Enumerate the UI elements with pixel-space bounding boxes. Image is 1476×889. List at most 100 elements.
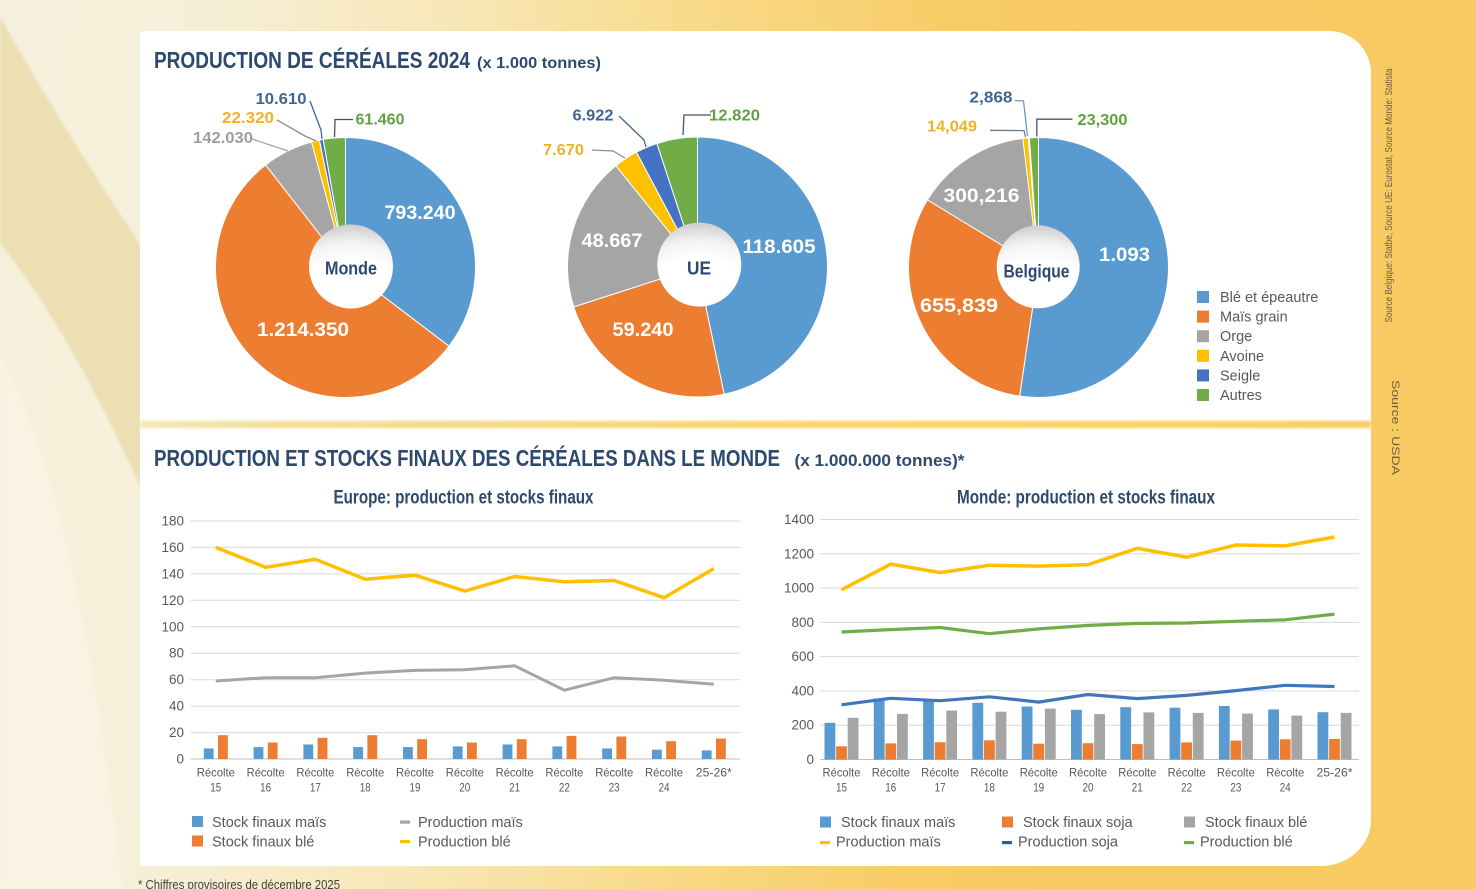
svg-text:Récolte: Récolte <box>296 766 334 780</box>
svg-text:6.922: 6.922 <box>573 108 614 125</box>
svg-text:18: 18 <box>360 781 371 795</box>
svg-text:20: 20 <box>169 725 184 740</box>
svg-text:Belgique: Belgique <box>1004 261 1070 282</box>
svg-text:UE: UE <box>687 258 711 279</box>
svg-text:16: 16 <box>260 781 271 795</box>
svg-text:Récolte: Récolte <box>1217 766 1255 780</box>
svg-text:Avoine: Avoine <box>1220 349 1264 365</box>
svg-text:80: 80 <box>169 646 184 661</box>
svg-text:118.605: 118.605 <box>743 236 816 258</box>
svg-text:7.670: 7.670 <box>543 142 584 159</box>
svg-text:400: 400 <box>791 683 814 698</box>
svg-text:25-26*: 25-26* <box>696 766 732 780</box>
svg-text:Source : USDA: Source : USDA <box>1389 380 1401 476</box>
svg-text:12.820: 12.820 <box>709 108 760 125</box>
svg-text:15: 15 <box>210 781 221 795</box>
svg-text:180: 180 <box>161 514 184 529</box>
svg-text:142.030: 142.030 <box>193 130 253 147</box>
svg-text:1.093: 1.093 <box>1099 244 1150 266</box>
svg-text:Stock finaux soja: Stock finaux soja <box>1023 815 1134 831</box>
svg-text:Blé et épeautre: Blé et épeautre <box>1220 290 1318 306</box>
svg-text:20: 20 <box>459 781 470 795</box>
svg-text:40: 40 <box>169 699 184 714</box>
svg-text:Récolte: Récolte <box>921 766 959 780</box>
svg-text:Récolte: Récolte <box>1020 766 1058 780</box>
svg-text:200: 200 <box>791 718 814 733</box>
svg-text:160: 160 <box>161 540 184 555</box>
svg-text:Récolte: Récolte <box>1069 766 1107 780</box>
svg-text:* Chiffres provisoires de déce: * Chiffres provisoires de décembre 2025 <box>138 877 340 889</box>
svg-text:Récolte: Récolte <box>396 766 434 780</box>
svg-text:Europe: production et stocks f: Europe: production et stocks finaux <box>334 487 594 509</box>
svg-text:19: 19 <box>410 781 421 795</box>
svg-text:600: 600 <box>791 649 814 664</box>
svg-text:Stock finaux maïs: Stock finaux maïs <box>841 815 955 831</box>
svg-text:Production maïs: Production maïs <box>418 815 523 831</box>
svg-text:PRODUCTION DE CÉRÉALES 2024: PRODUCTION DE CÉRÉALES 2024 <box>154 46 470 73</box>
svg-text:1200: 1200 <box>784 546 814 561</box>
svg-text:21: 21 <box>509 781 520 795</box>
svg-text:59.240: 59.240 <box>613 319 674 341</box>
svg-text:1000: 1000 <box>784 581 814 596</box>
svg-text:2,868: 2,868 <box>970 90 1013 107</box>
svg-text:Orge: Orge <box>1220 329 1252 345</box>
svg-text:800: 800 <box>791 615 814 630</box>
svg-text:Récolte: Récolte <box>1118 766 1156 780</box>
svg-text:17: 17 <box>310 781 321 795</box>
svg-text:Récolte: Récolte <box>197 766 235 780</box>
svg-text:61.460: 61.460 <box>356 112 405 129</box>
svg-text:18: 18 <box>984 781 995 795</box>
svg-text:48.667: 48.667 <box>582 230 643 252</box>
svg-text:Stock finaux maïs: Stock finaux maïs <box>212 815 326 831</box>
svg-text:Production soja: Production soja <box>1018 835 1119 851</box>
svg-text:23: 23 <box>1230 781 1241 795</box>
svg-text:16: 16 <box>885 781 896 795</box>
svg-text:22.320: 22.320 <box>222 110 274 127</box>
svg-text:22: 22 <box>559 781 570 795</box>
svg-text:60: 60 <box>169 672 184 687</box>
svg-text:Récolte: Récolte <box>970 766 1008 780</box>
svg-text:1400: 1400 <box>784 512 814 527</box>
svg-text:793.240: 793.240 <box>385 202 456 224</box>
svg-text:Production blé: Production blé <box>418 835 511 851</box>
svg-text:Récolte: Récolte <box>823 766 861 780</box>
svg-text:0: 0 <box>176 752 184 767</box>
svg-text:21: 21 <box>1132 781 1143 795</box>
svg-text:Récolte: Récolte <box>446 766 484 780</box>
svg-text:Source Belgique: Statbe, Sourc: Source Belgique: Statbe, Source UE: Euro… <box>1384 68 1395 322</box>
svg-text:Récolte: Récolte <box>346 766 384 780</box>
svg-text:Maïs grain: Maïs grain <box>1220 310 1288 326</box>
svg-text:Récolte: Récolte <box>1266 766 1304 780</box>
svg-text:24: 24 <box>659 781 670 795</box>
svg-text:Stock finaux blé: Stock finaux blé <box>1205 815 1307 831</box>
svg-text:Récolte: Récolte <box>496 766 534 780</box>
svg-text:Monde: production et stocks fi: Monde: production et stocks finaux <box>957 487 1215 509</box>
svg-text:Production blé: Production blé <box>1200 835 1293 851</box>
svg-text:Stock finaux blé: Stock finaux blé <box>212 835 314 851</box>
svg-text:Récolte: Récolte <box>872 766 910 780</box>
svg-text:Production maïs: Production maïs <box>836 835 941 851</box>
svg-text:1.214.350: 1.214.350 <box>257 319 349 341</box>
svg-text:14,049: 14,049 <box>927 119 977 136</box>
svg-text:Monde: Monde <box>325 258 377 279</box>
svg-text:Récolte: Récolte <box>247 766 285 780</box>
svg-text:24: 24 <box>1280 781 1291 795</box>
svg-text:10.610: 10.610 <box>256 91 307 108</box>
svg-text:300,216: 300,216 <box>944 185 1020 207</box>
svg-text:(x 1.000 tonnes): (x 1.000 tonnes) <box>477 55 601 72</box>
svg-text:20: 20 <box>1083 781 1094 795</box>
svg-text:25-26*: 25-26* <box>1317 766 1353 780</box>
svg-text:Récolte: Récolte <box>645 766 683 780</box>
svg-text:140: 140 <box>161 566 184 581</box>
svg-text:Autres: Autres <box>1220 388 1262 404</box>
svg-text:23,300: 23,300 <box>1078 112 1128 129</box>
svg-text:19: 19 <box>1033 781 1044 795</box>
svg-text:Récolte: Récolte <box>545 766 583 780</box>
svg-text:(x 1.000.000 tonnes)*: (x 1.000.000 tonnes)* <box>795 452 966 470</box>
svg-text:Seigle: Seigle <box>1220 368 1260 384</box>
svg-text:100: 100 <box>161 619 184 634</box>
svg-text:15: 15 <box>836 781 847 795</box>
svg-text:120: 120 <box>161 593 184 608</box>
svg-text:0: 0 <box>806 752 814 767</box>
svg-text:Récolte: Récolte <box>595 766 633 780</box>
